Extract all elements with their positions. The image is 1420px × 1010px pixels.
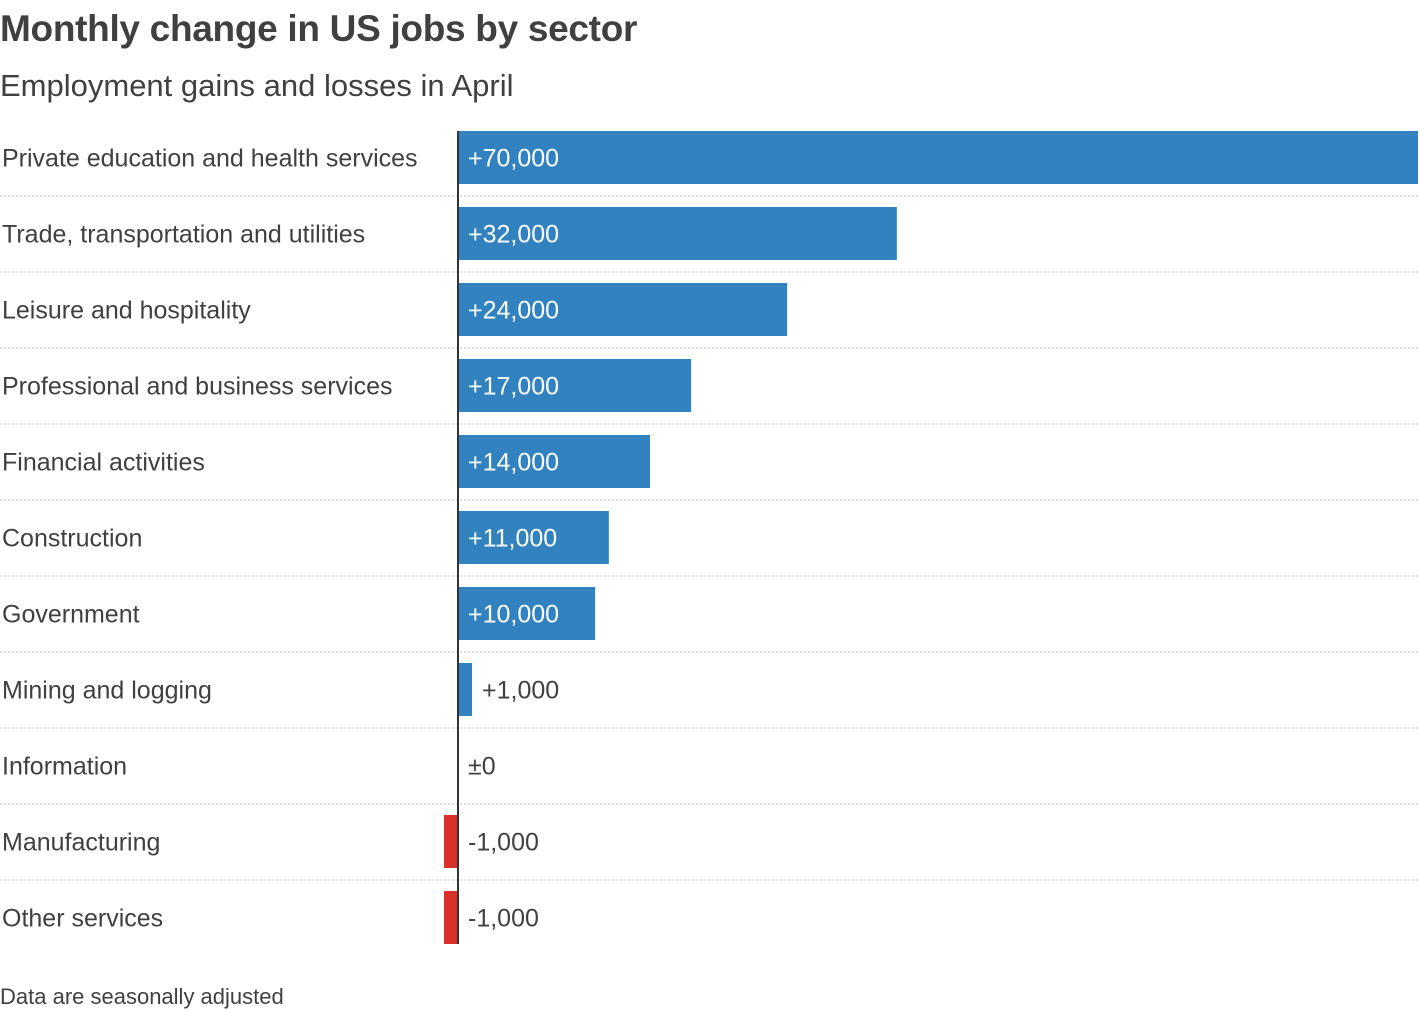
bar-construction bbox=[458, 511, 609, 564]
bars bbox=[444, 131, 1418, 944]
category-label-trade-transportation-and-utilities: Trade, transportation and utilities bbox=[2, 221, 365, 249]
value-label-trade-transportation-and-utilities: +32,000 bbox=[468, 221, 559, 249]
bar-trade-transportation-and-utilities bbox=[458, 207, 897, 260]
category-label-information: Information bbox=[2, 753, 127, 781]
row-separators bbox=[0, 195, 1418, 881]
value-label-private-education-and-health-services: +70,000 bbox=[468, 145, 559, 173]
bar-private-education-and-health-services bbox=[458, 131, 1418, 184]
category-label-other-services: Other services bbox=[2, 905, 163, 933]
value-label-mining-and-logging: +1,000 bbox=[482, 677, 559, 705]
chart-title: Monthly change in US jobs by sector bbox=[0, 8, 638, 49]
bar-government bbox=[458, 587, 596, 640]
category-label-mining-and-logging: Mining and logging bbox=[2, 677, 212, 705]
category-label-financial-activities: Financial activities bbox=[2, 449, 205, 477]
category-label-construction: Construction bbox=[2, 525, 142, 553]
value-labels: +70,000 +32,000 +24,000 +17,000 +14,000 +11,0… bbox=[468, 145, 559, 933]
category-label-manufacturing: Manufacturing bbox=[2, 829, 160, 857]
value-label-construction: +11,000 bbox=[468, 525, 557, 553]
value-label-professional-and-business-services: +17,000 bbox=[468, 373, 559, 401]
value-label-manufacturing: -1,000 bbox=[468, 829, 539, 857]
value-label-leisure-and-hospitality: +24,000 bbox=[468, 297, 559, 325]
value-label-financial-activities: +14,000 bbox=[468, 449, 559, 477]
value-label-government: +10,000 bbox=[468, 601, 559, 629]
category-label-leisure-and-hospitality: Leisure and hospitality bbox=[2, 297, 251, 325]
bar-financial-activities bbox=[458, 435, 650, 488]
chart-subtitle: Employment gains and losses in April bbox=[0, 68, 514, 103]
bar-mining-and-logging bbox=[458, 663, 472, 716]
category-label-professional-and-business-services: Professional and business services bbox=[2, 373, 392, 401]
footnote: Data are seasonally adjusted bbox=[0, 984, 284, 1009]
bar-manufacturing bbox=[444, 815, 458, 868]
bar-other-services bbox=[444, 891, 458, 944]
category-label-private-education-and-health-services: Private education and health services bbox=[2, 145, 418, 173]
category-label-government: Government bbox=[2, 601, 140, 629]
bar-leisure-and-hospitality bbox=[458, 283, 788, 336]
bar-professional-and-business-services bbox=[458, 359, 692, 412]
category-labels: Private education and health services Tra… bbox=[2, 145, 418, 933]
value-label-other-services: -1,000 bbox=[468, 905, 539, 933]
value-label-information: ±0 bbox=[468, 753, 496, 781]
